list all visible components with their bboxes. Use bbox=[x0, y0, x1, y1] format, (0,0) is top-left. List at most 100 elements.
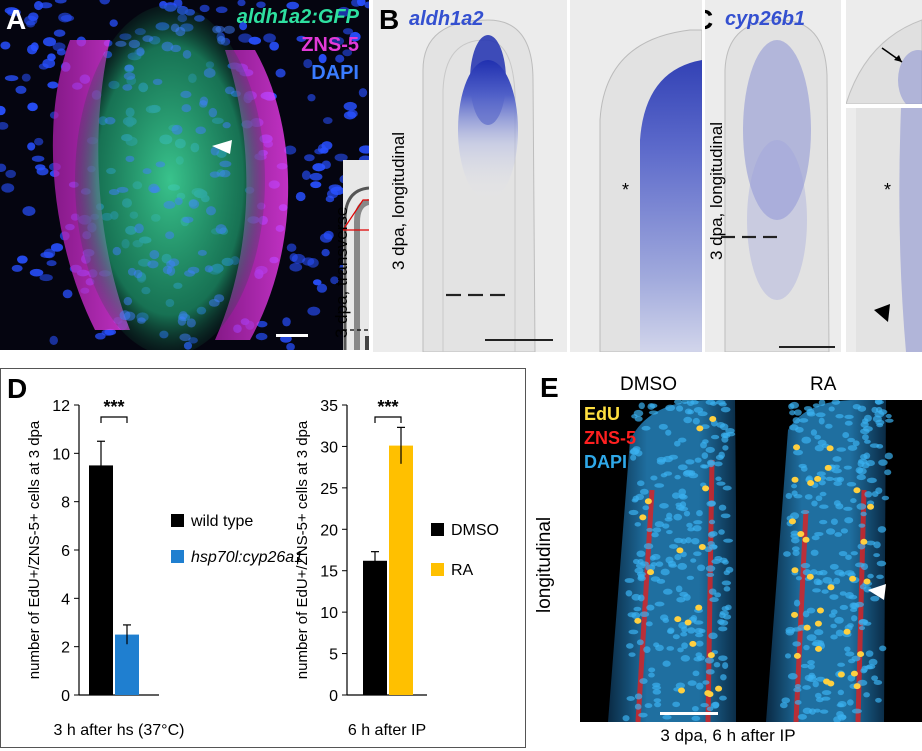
nucleus bbox=[806, 607, 816, 614]
nucleus bbox=[224, 86, 235, 95]
nucleus bbox=[631, 593, 641, 601]
nucleus bbox=[210, 146, 220, 156]
nucleus bbox=[47, 81, 59, 89]
nucleus bbox=[862, 434, 869, 441]
nucleus bbox=[815, 570, 824, 576]
nucleus bbox=[310, 181, 322, 189]
nucleus bbox=[839, 604, 849, 611]
nucleus bbox=[654, 601, 665, 607]
inset-label: 3 dpa, transverse bbox=[332, 206, 351, 338]
nucleus bbox=[677, 464, 688, 471]
nucleus bbox=[147, 260, 159, 269]
nucleus bbox=[705, 669, 715, 675]
nucleus bbox=[319, 233, 333, 243]
nucleus bbox=[877, 526, 887, 533]
edu-nucleus bbox=[814, 475, 822, 482]
nucleus bbox=[174, 197, 183, 206]
nucleus bbox=[47, 53, 56, 62]
nucleus bbox=[215, 224, 227, 235]
nucleus bbox=[718, 529, 725, 535]
nucleus bbox=[858, 523, 866, 528]
panel-b-section bbox=[422, 19, 553, 352]
nucleus bbox=[680, 655, 691, 662]
y-tick-label: 35 bbox=[320, 398, 338, 415]
nucleus bbox=[181, 104, 192, 113]
nucleus bbox=[840, 528, 849, 534]
y-tick-label: 30 bbox=[320, 439, 338, 456]
nucleus bbox=[701, 464, 709, 469]
edu-nucleus bbox=[678, 687, 686, 694]
nucleus bbox=[702, 680, 710, 685]
nucleus bbox=[204, 265, 213, 273]
bar-dmso bbox=[363, 560, 387, 695]
nucleus bbox=[819, 504, 829, 509]
nucleus bbox=[633, 409, 644, 417]
nucleus bbox=[666, 530, 673, 535]
nucleus bbox=[672, 701, 681, 708]
inset-schematic bbox=[343, 160, 369, 350]
edu-nucleus bbox=[849, 575, 857, 582]
nucleus bbox=[343, 101, 357, 111]
panel-e: E DMSO RA longitudinal EdU ZNS-5 DAPI bbox=[534, 368, 922, 751]
nucleus bbox=[715, 400, 726, 405]
nucleus bbox=[186, 318, 196, 328]
nucleus bbox=[673, 537, 684, 544]
panel-e-letter: E bbox=[540, 372, 559, 403]
edu-nucleus bbox=[644, 498, 652, 505]
nucleus bbox=[814, 692, 822, 699]
nucleus bbox=[238, 33, 253, 43]
nucleus bbox=[800, 663, 809, 669]
nucleus bbox=[289, 262, 303, 272]
nucleus bbox=[683, 510, 691, 517]
nucleus bbox=[643, 646, 651, 654]
nucleus bbox=[693, 406, 704, 413]
nucleus bbox=[199, 4, 210, 13]
nucleus bbox=[659, 503, 669, 509]
nucleus bbox=[42, 37, 57, 47]
nucleus bbox=[865, 540, 876, 546]
nucleus bbox=[677, 562, 688, 570]
nucleus bbox=[790, 537, 800, 544]
nucleus bbox=[31, 155, 45, 162]
nucleus bbox=[667, 627, 675, 634]
nucleus bbox=[648, 410, 659, 415]
nucleus bbox=[683, 416, 693, 424]
nucleus bbox=[206, 206, 216, 216]
nucleus bbox=[671, 492, 681, 499]
scale-bar bbox=[276, 334, 308, 337]
nucleus bbox=[725, 604, 732, 611]
nucleus bbox=[635, 562, 646, 569]
nucleus bbox=[802, 685, 811, 690]
edu-nucleus bbox=[788, 518, 796, 525]
nucleus bbox=[705, 565, 716, 572]
nucleus bbox=[0, 41, 11, 50]
panel-d: D 0 2 4 6 8 10 12 *** wild type hsp70l:cyp26a1 3 h… bbox=[0, 368, 526, 748]
nucleus bbox=[815, 495, 823, 502]
nucleus bbox=[646, 527, 653, 532]
nucleus bbox=[834, 532, 843, 537]
nucleus bbox=[662, 660, 671, 667]
nucleus bbox=[314, 148, 325, 155]
label-zns5: ZNS-5 bbox=[301, 34, 359, 56]
nucleus bbox=[644, 703, 653, 709]
nucleus bbox=[676, 405, 684, 412]
edu-nucleus bbox=[707, 652, 715, 659]
nucleus bbox=[665, 429, 672, 436]
nucleus bbox=[875, 406, 883, 413]
nucleus bbox=[307, 94, 316, 102]
nucleus bbox=[678, 488, 687, 496]
nucleus bbox=[838, 550, 848, 557]
nucleus bbox=[122, 84, 133, 91]
nucleus bbox=[643, 543, 654, 550]
nucleus bbox=[195, 126, 206, 135]
edu-nucleus bbox=[791, 476, 799, 483]
nucleus bbox=[837, 689, 845, 696]
nucleus bbox=[690, 558, 697, 563]
edu-nucleus bbox=[824, 464, 832, 471]
nucleus bbox=[675, 585, 683, 593]
panel-c-side-label: 3 dpa, longitudinal bbox=[707, 121, 726, 260]
panel-c-zoom-bottom-section bbox=[856, 108, 922, 352]
nucleus bbox=[667, 560, 676, 567]
nucleus bbox=[870, 595, 880, 602]
nucleus bbox=[53, 29, 66, 37]
